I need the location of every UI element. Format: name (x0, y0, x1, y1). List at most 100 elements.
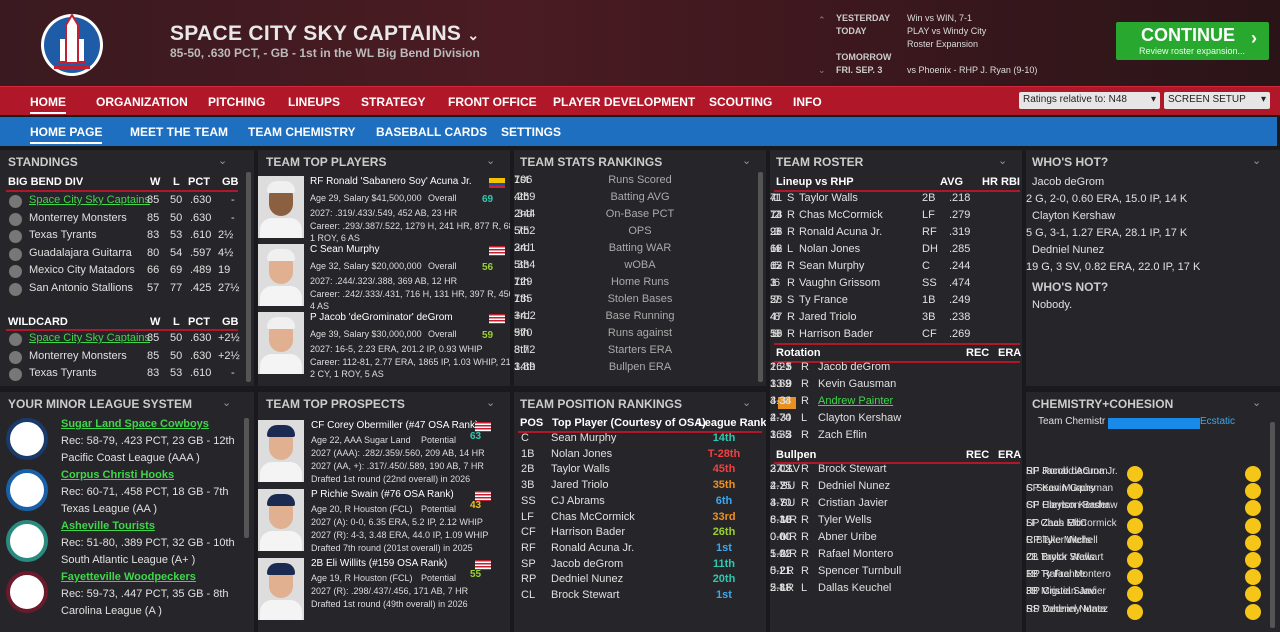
standings-team-name[interactable]: Space City Sky Captains (29, 194, 151, 206)
screen-setup-select[interactable]: SCREEN SETUP ▾ (1164, 92, 1270, 109)
stat-label[interactable]: Batting WAR (608, 242, 672, 254)
bullpen-player[interactable]: Brock Stewart (818, 463, 887, 475)
minor-team-name[interactable]: Sugar Land Space Cowboys (61, 418, 209, 430)
stat-label[interactable]: Batting AVG (610, 191, 670, 203)
bullpen-player[interactable]: Spencer Turnbull (818, 565, 902, 577)
stat-label[interactable]: Base Running (605, 310, 675, 322)
stat-label[interactable]: On-Base PCT (605, 208, 675, 220)
standings-team-name[interactable]: Monterrey Monsters (29, 349, 127, 362)
position-player[interactable]: Dedniel Nunez (551, 573, 624, 586)
position-player[interactable]: Ronald Acuna Jr. (551, 541, 635, 554)
standings-team-name[interactable]: Space City Sky Captains (29, 332, 151, 344)
subnav-settings[interactable]: SETTINGS (501, 125, 562, 139)
nav-front-office[interactable]: FRONT OFFICE (448, 95, 537, 109)
chevron-down-icon[interactable]: ⌄ (742, 397, 752, 409)
position-player[interactable]: Jacob deGrom (551, 557, 624, 570)
bullpen-player[interactable]: Abner Uribe (818, 531, 877, 543)
player-photo[interactable] (258, 312, 304, 374)
player-name[interactable]: P Jacob 'deGrominator' deGrom (310, 312, 453, 323)
subnav-home-page[interactable]: HOME PAGE (30, 125, 103, 144)
nav-home[interactable]: HOME (30, 95, 66, 114)
position-player[interactable]: Jared Triolo (551, 479, 609, 492)
prospect-name[interactable]: 2B Eli Willits (#159 OSA Rank) (311, 558, 448, 569)
scrollbar[interactable] (758, 172, 763, 382)
lineup-player[interactable]: Chas McCormick (799, 209, 883, 221)
chem-player-right[interactable]: LF Chas McCormick (1026, 517, 1117, 529)
position-player[interactable]: Harrison Bader (551, 526, 625, 539)
prospect-photo[interactable] (258, 489, 304, 551)
lineup-player[interactable]: Vaughn Grissom (799, 277, 881, 289)
player-name[interactable]: RF Ronald 'Sabanero Soy' Acuna Jr. (310, 176, 472, 187)
chem-player-right[interactable]: 3B Miguel Sanó (1026, 586, 1097, 598)
nav-scouting[interactable]: SCOUTING (709, 95, 773, 109)
chem-player-right[interactable]: CF Harrison Bader (1026, 500, 1110, 512)
position-player[interactable]: Taylor Walls (551, 463, 610, 476)
bullpen-player[interactable]: Dedniel Nunez (818, 480, 891, 492)
chevron-down-icon[interactable]: ⌄ (222, 397, 232, 409)
subnav-baseball-cards[interactable]: BASEBALL CARDS (376, 125, 488, 139)
chevron-down-icon[interactable]: ⌄ (218, 155, 228, 167)
stat-label[interactable]: Stolen Bases (607, 293, 673, 305)
bullpen-player[interactable]: Cristian Javier (818, 497, 888, 509)
nav-strategy[interactable]: STRATEGY (361, 95, 426, 109)
prospect-name[interactable]: CF Corey Obermiller (#47 OSA Rank) (311, 420, 479, 431)
nav-info[interactable]: INFO (793, 95, 822, 109)
chem-player-left[interactable]: RP Rafael Montero (1026, 569, 1111, 581)
chem-player-left[interactable]: RP Cristian Javier (1026, 586, 1106, 598)
schedule-value[interactable]: Win vs WIN, 7-1 (907, 13, 973, 23)
lineup-player[interactable]: Ronald Acuna Jr. (799, 226, 883, 238)
chem-player-right[interactable]: 2B Taylor Walls (1026, 552, 1095, 563)
rotation-player[interactable]: Clayton Kershaw (818, 412, 902, 424)
minor-team-name[interactable]: Corpus Christi Hooks (61, 469, 175, 481)
position-player[interactable]: Sean Murphy (551, 432, 617, 444)
stat-label[interactable]: Bullpen ERA (608, 361, 672, 373)
chem-player-left[interactable]: RP Dedniel Nunez (1026, 603, 1109, 615)
chem-player-right[interactable]: RF Ronald Acuna Jr. (1026, 466, 1118, 477)
chevron-down-icon[interactable]: ⌄ (742, 155, 752, 167)
chevron-down-icon[interactable]: ⌄ (998, 155, 1008, 167)
chevron-down-icon[interactable]: ⌄ (486, 397, 496, 409)
lineup-player[interactable]: Harrison Bader (799, 328, 873, 340)
rotation-player[interactable]: Kevin Gausman (818, 378, 897, 390)
scrollbar[interactable] (244, 418, 249, 538)
prospect-photo[interactable] (258, 420, 304, 482)
prospect-photo[interactable] (258, 558, 304, 620)
scrollbar[interactable] (246, 172, 251, 382)
lineup-player[interactable]: Nolan Jones (799, 243, 861, 255)
chem-player-right[interactable]: 1B Ty France (1026, 569, 1086, 581)
hot-player-name[interactable]: Clayton Kershaw (1032, 210, 1116, 222)
bullpen-player[interactable]: Dallas Keuchel (818, 582, 892, 594)
chem-player-left[interactable]: SP Kevin Gausman (1026, 483, 1114, 495)
nav-player-development[interactable]: PLAYER DEVELOPMENT (553, 95, 696, 109)
standings-team-name[interactable]: Monterrey Monsters (29, 211, 127, 224)
position-player[interactable]: Brock Stewart (551, 589, 620, 601)
lineup-player[interactable]: Ty France (799, 294, 848, 306)
chevron-down-icon[interactable]: ⌄ (1252, 155, 1262, 167)
nav-lineups[interactable]: LINEUPS (288, 95, 341, 109)
rotation-player[interactable]: Andrew Painter (818, 395, 894, 407)
hot-player-name[interactable]: Dedniel Nunez (1032, 244, 1105, 256)
schedule-value[interactable]: PLAY vs Windy City (907, 26, 987, 36)
stat-label[interactable]: Runs Scored (608, 174, 672, 186)
minor-team-logo[interactable] (6, 418, 48, 460)
team-dropdown-icon[interactable]: ⌄ (467, 27, 480, 43)
chevron-down-icon[interactable]: ⌄ (1252, 397, 1262, 409)
minor-team-logo[interactable] (6, 520, 48, 562)
lineup-player[interactable]: Taylor Walls (799, 192, 858, 204)
stat-label[interactable]: OPS (628, 225, 652, 237)
standings-team-name[interactable]: Texas Tyrants (29, 229, 97, 241)
stat-label[interactable]: wOBA (624, 259, 656, 271)
chem-player-left[interactable]: SP Clayton Kershaw (1026, 500, 1118, 512)
standings-team-name[interactable]: Texas Tyrants (29, 367, 97, 379)
lineup-player[interactable]: Sean Murphy (799, 260, 865, 272)
ratings-relative-select[interactable]: Ratings relative to: N48 ▾ (1019, 92, 1160, 109)
chem-player-right[interactable]: SS Yohenny Mata (1026, 603, 1106, 615)
nav-pitching[interactable]: PITCHING (208, 95, 266, 109)
team-logo[interactable] (40, 9, 104, 77)
rotation-player[interactable]: Jacob deGrom (818, 361, 891, 373)
bullpen-player[interactable]: Rafael Montero (818, 548, 894, 560)
schedule-up-icon[interactable]: ⌃ (818, 15, 826, 25)
continue-button[interactable]: CONTINUE Review roster expansion... › (1116, 22, 1269, 60)
player-name[interactable]: C Sean Murphy (310, 244, 380, 255)
schedule-value[interactable]: vs Phoenix - RHP J. Ryan (9-10) (907, 65, 1038, 75)
